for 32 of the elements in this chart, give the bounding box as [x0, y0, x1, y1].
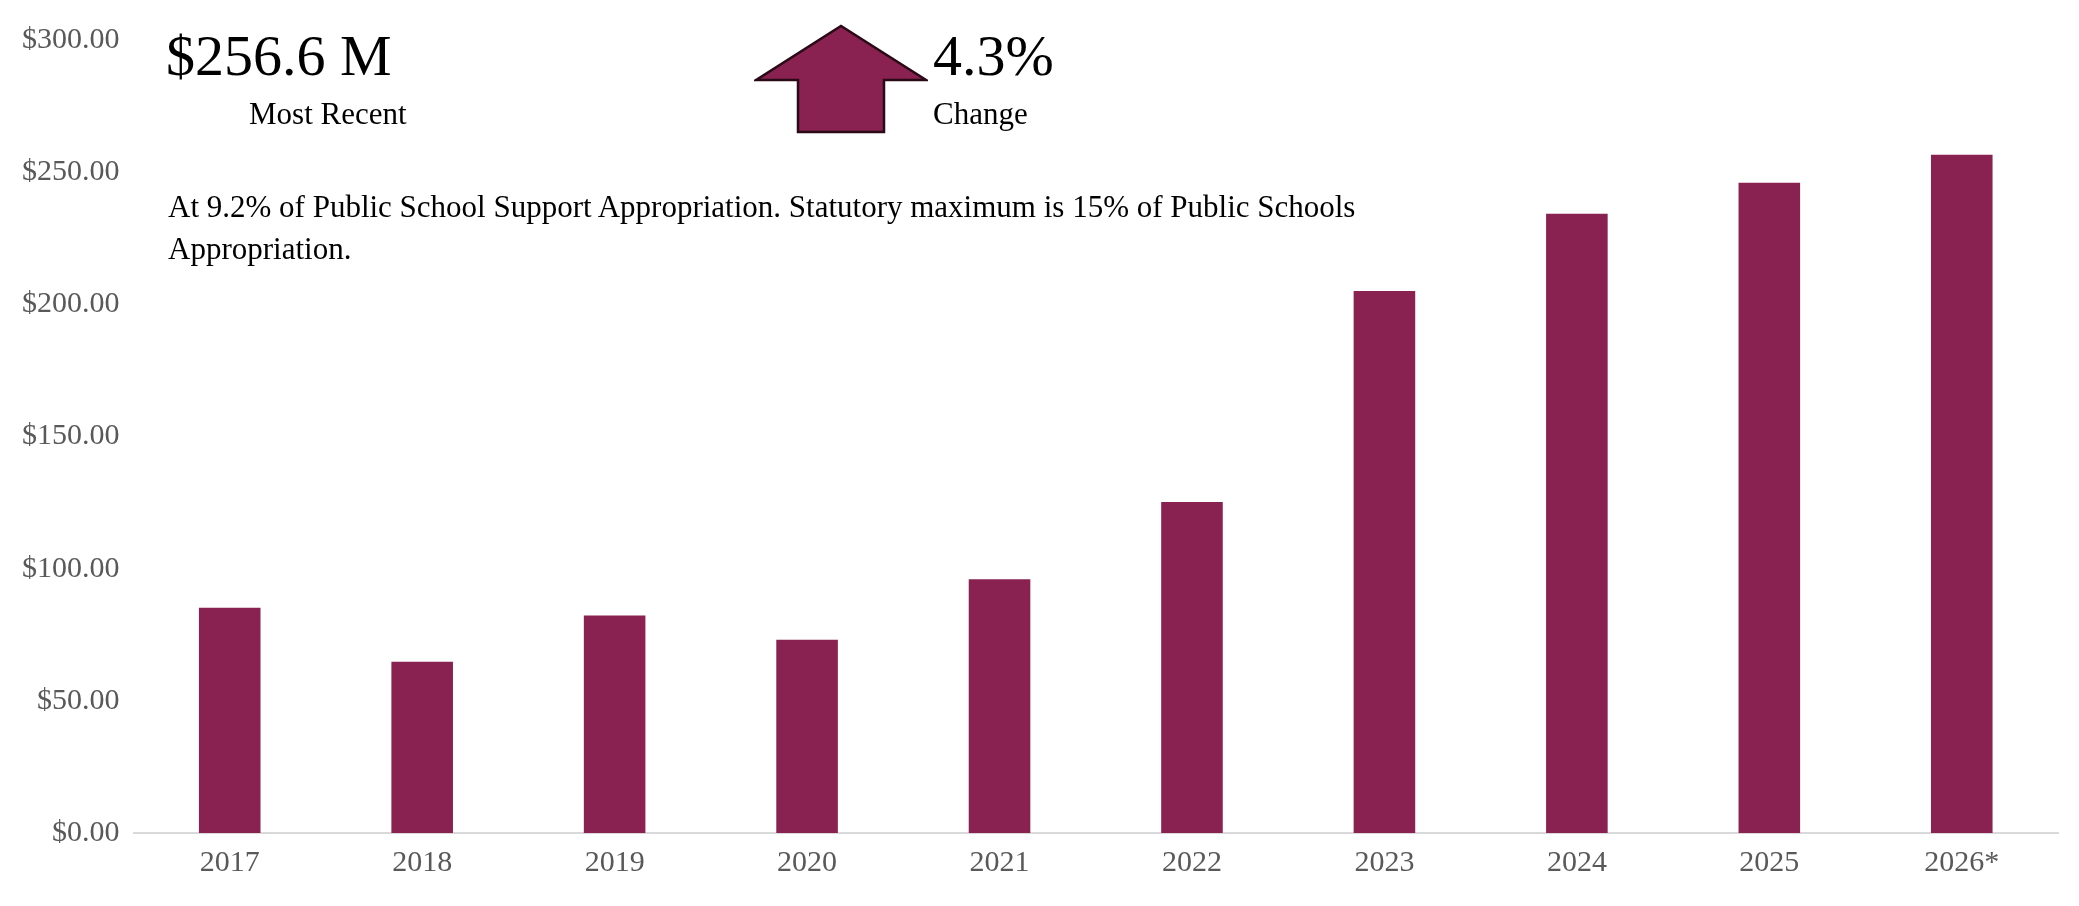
- annotation: $256.6 M: [166, 22, 392, 89]
- bar: [198, 607, 261, 833]
- y-tick-label: $100.00: [22, 549, 120, 583]
- x-tick-label: 2021: [969, 843, 1030, 877]
- x-tick-label: 2017: [199, 843, 260, 877]
- bar: [1546, 213, 1608, 833]
- bar: [391, 661, 453, 833]
- x-tick-label: 2024: [1546, 843, 1607, 877]
- x-tick-label: 2018: [392, 843, 453, 877]
- y-tick-label: $250.00: [22, 153, 120, 187]
- annotation: Most Recent: [249, 96, 407, 132]
- y-tick-label: $50.00: [37, 681, 120, 715]
- y-tick-label: $300.00: [22, 20, 120, 54]
- bar: [776, 639, 838, 833]
- x-tick-label: 2025: [1739, 843, 1800, 877]
- x-tick-label: 2019: [584, 843, 645, 877]
- x-tick-label: 2026*: [1924, 843, 2000, 877]
- bar: [968, 579, 1031, 833]
- annotation: At 9.2% of Public School Support Appropriation. Statutory maximum is 15% of Public Schools Appropriation.: [168, 188, 1357, 268]
- bar: [1161, 502, 1223, 833]
- bar: [583, 615, 646, 833]
- y-tick-label: $0.00: [52, 813, 120, 847]
- bar: [1353, 291, 1416, 833]
- x-tick-label: 2023: [1354, 843, 1415, 877]
- annotation: Change: [933, 96, 1028, 132]
- bar: [1930, 154, 1993, 833]
- bar: [1738, 182, 1801, 833]
- y-tick-label: $200.00: [22, 285, 120, 319]
- annotation: 4.3%: [933, 22, 1054, 89]
- x-tick-label: 2020: [777, 843, 838, 877]
- x-tick-label: 2022: [1161, 843, 1222, 877]
- y-tick-label: $150.00: [22, 417, 120, 451]
